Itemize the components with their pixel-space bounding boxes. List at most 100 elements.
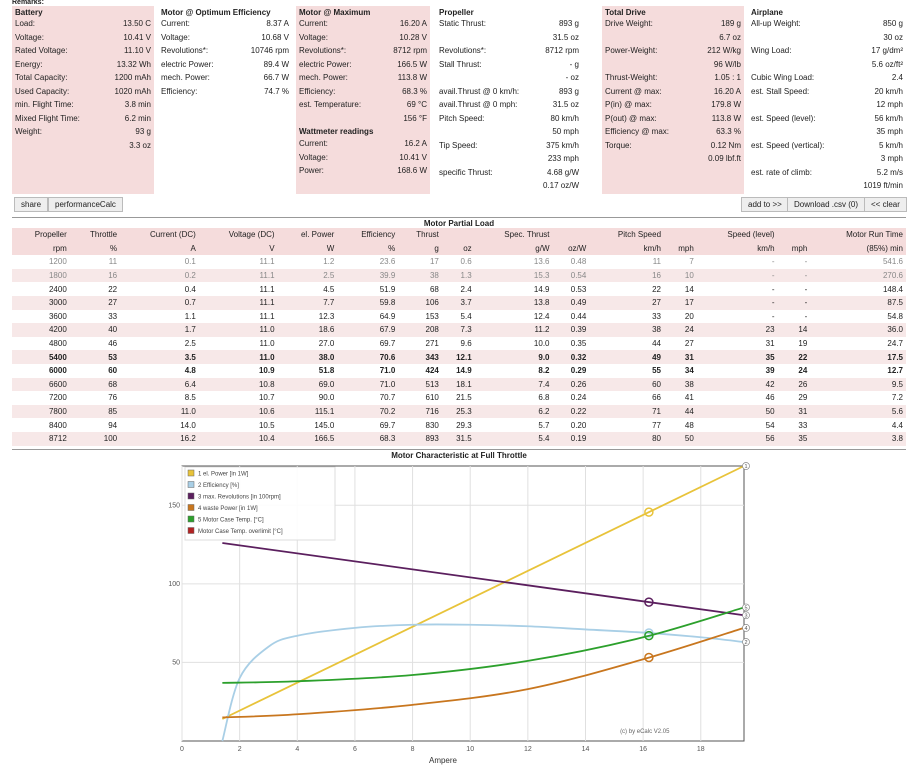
- table-cell: 716: [398, 404, 442, 419]
- drive-rows: Drive Weight: 189 g 6.7 oz Power-Weight: 212…: [602, 17, 744, 166]
- table-cell: 0.48: [570, 257, 587, 267]
- table-cell: 38.0: [277, 350, 338, 364]
- info-value: 189 g: [720, 19, 741, 29]
- info-row: Voltage: 10.68 V: [158, 31, 292, 45]
- info-row: Static Thrust: 893 g: [436, 17, 582, 31]
- table-cell: 0.29: [570, 366, 587, 376]
- info-row: - oz: [436, 71, 582, 85]
- info-value: 0.17 oz/W: [542, 181, 579, 191]
- table-cell: 11.1: [198, 268, 278, 283]
- info-row: 0.09 lbf.ft: [602, 152, 744, 166]
- table-cell: 46: [108, 339, 118, 349]
- table-cell: 153: [425, 311, 439, 321]
- table-cell: 35: [696, 350, 778, 364]
- table-cell: 23.6: [379, 257, 396, 267]
- info-row: est. Speed (level): 56 km/h: [748, 112, 906, 126]
- info-value: 30 oz: [883, 32, 903, 42]
- info-value: 5.6 oz/ft²: [871, 59, 903, 69]
- clear-button[interactable]: << clear: [864, 197, 907, 212]
- info-row: Wing Load: 17 g/dm²: [748, 44, 906, 58]
- table-cell: 6.4: [120, 377, 199, 392]
- table-cell: 13.8: [474, 295, 553, 310]
- download-csv-button[interactable]: Download .csv (0): [787, 197, 866, 212]
- table-cell: 22: [777, 350, 811, 364]
- table-cell: 16.2: [120, 431, 199, 446]
- info-value: 5.2 m/s: [876, 167, 903, 177]
- info-row: Mixed Flight Time: 6.2 min: [12, 112, 154, 126]
- legend-box: [184, 466, 336, 541]
- table-cell: %: [69, 241, 121, 256]
- info-row: avail.Thrust @ 0 km/h: 893 g: [436, 85, 582, 99]
- credit-text: (c) by eCalc V2.05: [620, 729, 670, 735]
- table-cell: 8.2: [538, 366, 550, 376]
- table-cell: 59.8: [337, 295, 399, 310]
- info-value: 10.41 V: [399, 152, 427, 162]
- info-value: 16.20 A: [713, 86, 741, 96]
- table-cell: 18.6: [277, 323, 338, 337]
- info-row: electric Power: 166.5 W: [296, 58, 430, 72]
- table-cell: 29: [798, 393, 808, 403]
- info-label: mech. Power:: [161, 73, 210, 83]
- partial-load-title: Motor Partial Load: [12, 217, 906, 228]
- table-cell: Pitch Speed: [589, 228, 665, 242]
- table-cell: 39: [765, 366, 775, 376]
- info-row: Current: 8.37 A: [158, 17, 292, 31]
- info-row: Voltage: 10.41 V: [12, 31, 154, 45]
- table-cell: 1.1: [184, 311, 196, 321]
- table-cell: 34: [684, 366, 694, 376]
- table-cell: 94: [108, 420, 118, 430]
- info-row: 1019 ft/min: [748, 179, 906, 193]
- info-label: Mixed Flight Time:: [15, 113, 80, 123]
- info-row: electric Power: 89.4 W: [158, 58, 292, 72]
- table-row: 6000 60 4.8 10.9 51.8 71.0 424 14.9 8.2 0.29 55 34 3…: [12, 364, 906, 378]
- info-label: Current @ max:: [605, 86, 662, 96]
- table-cell: 21.5: [456, 393, 472, 403]
- series-end-badge: [742, 611, 750, 620]
- table-cell: 424: [425, 366, 439, 376]
- table-cell: 14.9: [456, 366, 472, 376]
- info-value: 212 W/kg: [707, 46, 741, 56]
- series-marker-5: [644, 630, 654, 641]
- table-cell: 41: [684, 393, 694, 403]
- table-cell: 16: [69, 268, 121, 283]
- table-cell: 4800: [48, 339, 67, 349]
- info-value: - oz: [565, 73, 579, 83]
- info-label: Efficiency:: [161, 86, 198, 96]
- airplane-panel: Airplane All-up Weight: 850 g 30 oz Wing Lo…: [748, 6, 906, 194]
- y-tick-label: 100: [168, 581, 180, 588]
- table-cell: 6.8: [538, 393, 550, 403]
- table-cell: 38: [589, 323, 665, 337]
- info-value: 8.37 A: [266, 19, 289, 29]
- table-header-row: Propeller Throttle Current (DC) Voltage (DC…: [12, 228, 906, 242]
- info-label: Voltage:: [15, 32, 44, 42]
- table-cell: 54: [765, 420, 775, 430]
- performance-calc-button[interactable]: performanceCalc: [48, 197, 123, 212]
- table-cell: 271: [425, 339, 439, 349]
- table-cell: V: [198, 241, 278, 256]
- info-value: 10746 rpm: [250, 46, 289, 56]
- table-cell: 9.6: [460, 339, 472, 349]
- info-row: Total Capacity: 1200 mAh: [12, 71, 154, 85]
- table-cell: km/h: [696, 241, 778, 256]
- series-end-label: 4: [744, 626, 747, 632]
- table-cell: 5.6: [810, 404, 906, 419]
- info-value: 3 mph: [880, 154, 903, 164]
- info-row: mech. Power: 66.7 W: [158, 71, 292, 85]
- info-value: 35 mph: [876, 127, 903, 137]
- table-row: 7200 76 8.5 10.7 90.0 70.7 610 21.5 6.8 0.24 66 41 4…: [12, 391, 906, 405]
- table-cell: 24: [798, 366, 808, 376]
- info-value: 56 km/h: [874, 113, 903, 123]
- table-cell: 53: [69, 350, 121, 364]
- info-row: Current @ max: 16.20 A: [602, 85, 744, 99]
- table-row: 1800 16 0.2 11.1 2.5 39.9 38 1.3 15.3 0.54 16 10- -2…: [12, 268, 906, 283]
- table-cell: mph: [777, 241, 811, 256]
- info-label: P(in) @ max:: [605, 100, 652, 110]
- table-cell: 10.5: [258, 420, 275, 430]
- table-cell: 0.53: [570, 284, 587, 294]
- share-button[interactable]: share: [14, 197, 49, 212]
- table-cell: 148.4: [882, 284, 903, 294]
- add-to-button[interactable]: add to >>: [741, 197, 789, 212]
- table-cell: (85%) min: [810, 241, 906, 256]
- table-cell: km/h: [589, 241, 665, 256]
- x-tick-label: 14: [582, 746, 590, 753]
